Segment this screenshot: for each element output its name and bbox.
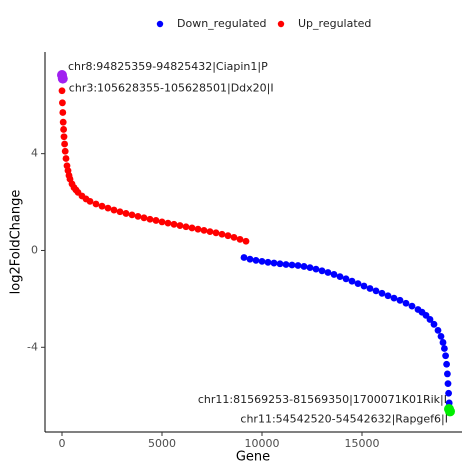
point	[336, 273, 344, 281]
point	[158, 218, 166, 226]
point	[324, 269, 332, 276]
point	[360, 282, 368, 290]
point	[430, 320, 438, 328]
point	[402, 299, 410, 307]
point	[134, 212, 142, 220]
point	[170, 220, 178, 228]
point	[152, 217, 160, 224]
point	[258, 257, 266, 265]
point	[218, 230, 226, 238]
legend-marker	[277, 20, 285, 28]
point	[61, 140, 68, 148]
legend-label: Up_regulated	[298, 17, 371, 30]
point	[442, 352, 449, 360]
point	[62, 155, 70, 162]
x-axis-title: Gene	[236, 450, 270, 465]
point	[378, 289, 386, 297]
point	[230, 234, 238, 241]
point	[408, 302, 416, 310]
point	[242, 237, 250, 245]
point	[176, 222, 184, 229]
point	[212, 229, 220, 237]
point	[164, 219, 172, 227]
point	[61, 147, 69, 155]
point	[444, 370, 451, 378]
highlight-label: chr8:94825359-94825432|Ciapin1|P	[68, 60, 268, 73]
point	[200, 226, 208, 234]
point	[60, 133, 68, 141]
point	[252, 256, 260, 264]
point	[366, 285, 374, 292]
point	[426, 316, 434, 323]
x-tick-label: 15000	[345, 437, 380, 450]
legend-label: Down_regulated	[177, 17, 267, 30]
point	[240, 254, 248, 261]
y-tick-label: -4	[27, 340, 38, 353]
y-tick-label: 0	[31, 243, 38, 256]
point	[59, 99, 66, 107]
point	[396, 296, 404, 304]
point	[58, 87, 66, 95]
point	[104, 204, 112, 212]
point	[146, 215, 154, 223]
point	[342, 275, 350, 283]
point	[300, 263, 308, 270]
legend-marker	[156, 20, 164, 28]
x-tick-label: 5000	[148, 437, 176, 450]
point	[236, 235, 244, 243]
point	[330, 271, 338, 278]
point	[372, 287, 380, 295]
point	[276, 260, 284, 268]
point	[59, 109, 67, 116]
point	[437, 332, 445, 340]
point	[270, 259, 278, 267]
point	[354, 280, 362, 288]
point	[98, 202, 106, 210]
highlight-label: chr11:54542520-54542632|Rapgef6|I	[240, 412, 448, 425]
point	[282, 261, 290, 268]
x-tick-label: 0	[59, 437, 66, 450]
point	[294, 262, 302, 269]
point	[194, 225, 202, 233]
point	[116, 208, 124, 216]
y-tick-label: 4	[31, 147, 38, 160]
point	[384, 292, 392, 300]
point	[439, 339, 447, 346]
point	[390, 294, 398, 302]
point	[264, 258, 272, 266]
point	[348, 277, 356, 285]
point	[444, 380, 452, 387]
point	[188, 224, 196, 232]
point	[206, 228, 214, 235]
point	[306, 264, 314, 272]
point	[128, 211, 136, 219]
point	[312, 265, 320, 273]
point	[92, 200, 100, 208]
point	[318, 267, 326, 275]
point	[445, 389, 452, 397]
highlight-point	[445, 406, 455, 417]
point	[59, 118, 67, 126]
x-tick-label: 10000	[245, 437, 280, 450]
point	[434, 326, 442, 334]
point	[288, 261, 296, 269]
point	[60, 126, 67, 133]
y-axis-title: log2FoldChange	[9, 190, 24, 295]
point	[110, 206, 118, 214]
point	[224, 232, 232, 240]
point	[182, 223, 190, 231]
highlight-label: chr11:81569253-81569350|1700071K01Rik|I	[198, 393, 447, 406]
point	[86, 197, 94, 205]
point	[122, 210, 130, 217]
highlight-label: chr3:105628355-105628501|Ddx20|I	[69, 82, 274, 95]
point	[140, 214, 148, 222]
highlight-point	[57, 73, 68, 84]
point	[246, 255, 254, 263]
point	[443, 360, 450, 368]
point	[441, 345, 448, 352]
